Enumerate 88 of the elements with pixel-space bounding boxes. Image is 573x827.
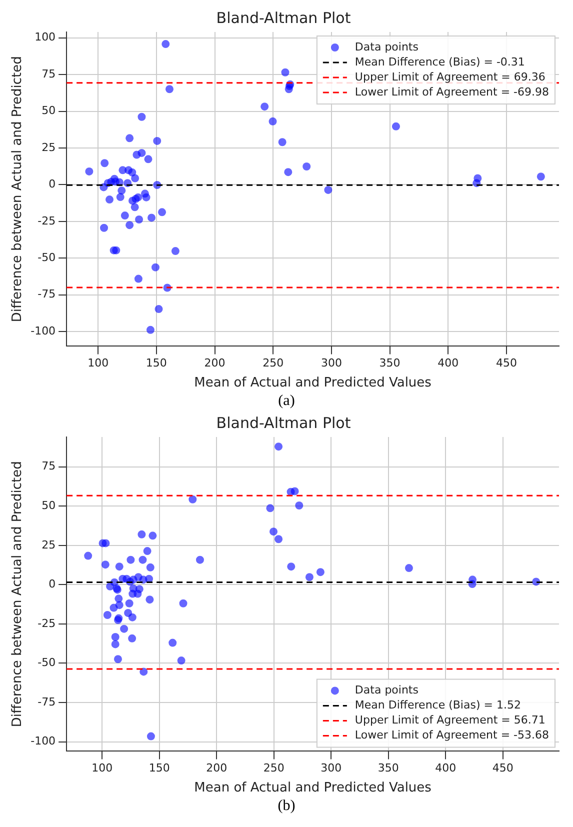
legend-label: Lower Limit of Agreement = -53.68 [354,728,550,742]
point [100,159,109,168]
point [324,186,332,194]
y-tick-label: 50 [42,104,56,118]
x-tick-label: 100 [88,356,109,370]
text: (b) [276,798,296,816]
point [128,196,136,205]
point [392,122,400,130]
point [126,134,134,142]
point [144,155,152,164]
point [165,85,174,94]
x-axis-title: Mean of Actual and Predicted Values [194,780,432,796]
point [268,117,277,126]
point [536,172,545,181]
y-tick-label: -50 [38,250,56,264]
point [85,167,94,176]
y-tick-label: -75 [38,695,56,708]
point [281,68,290,76]
x-tick-label: 250 [262,356,284,370]
x-tick-label: 200 [204,356,226,370]
point [154,305,163,314]
legend-label: Data points [354,40,419,54]
point [112,246,120,254]
chart-title: Bland-Altman Plot [216,414,351,432]
legend-label: Upper Limit of Agreement = 56.71 [354,714,546,727]
point [111,178,120,186]
x-tick-label: 450 [492,762,514,775]
point [153,136,162,145]
x-tick-label: 300 [320,762,342,775]
point [116,193,124,202]
chart-title: Bland-Altman Plot [216,8,351,27]
x-tick-label: 150 [146,356,167,370]
x-tick-label: 350 [378,762,399,775]
legend-label: Mean Difference (Bias) = 1.52 [354,698,521,712]
y-tick-label: 50 [42,498,56,512]
y-tick-label: -25 [38,616,56,630]
y-axis-title: Difference between Actual and Predicted [10,461,26,728]
point [148,214,156,222]
legend-label: Data points [354,684,419,697]
y-tick-label: 75 [42,67,56,80]
x-tick-label: 100 [92,762,113,775]
point [134,274,142,283]
point [158,208,166,216]
y-tick-label: -50 [38,656,56,670]
point [131,174,140,182]
point [128,168,136,176]
point [151,263,160,272]
y-tick-label: -100 [30,734,56,748]
point [130,203,139,212]
point [118,186,126,195]
point [138,112,146,121]
point [126,221,134,230]
point [171,247,180,256]
legend-label: Mean Difference (Bias) = -0.31 [354,55,525,68]
x-tick-label: 450 [496,356,517,370]
x-tick-label: 300 [320,356,342,370]
y-tick-label: 0 [48,578,56,591]
x-tick-label: 200 [206,762,228,775]
y-tick-label: 0 [48,178,56,191]
y-axis-title: Difference between Actual and Predicted [10,56,26,322]
point [138,148,146,157]
point [146,326,154,334]
legend-label: Lower Limit of Agreement = -69.98 [354,85,550,98]
y-tick-label: 25 [42,538,56,552]
y-tick-label: -75 [38,288,56,301]
y-tick-label: 100 [34,30,56,44]
x-tick-label: 150 [148,762,170,775]
x-tick-label: 400 [438,356,459,370]
y-tick-label: 75 [42,460,56,473]
point [100,224,108,232]
point [162,40,170,48]
x-tick-label: 350 [379,356,400,370]
point [284,168,292,176]
text: (a) [277,393,296,411]
y-tick-label: 25 [42,140,56,154]
point [142,193,150,202]
x-tick-label: 250 [263,762,284,775]
x-tick-label: 400 [435,762,456,775]
point [120,212,129,220]
y-tick-label: -100 [30,324,56,338]
y-tick-label: -25 [38,214,56,228]
point [260,102,269,111]
x-axis-title: Mean of Actual and Predicted Values [194,376,432,391]
point [106,196,114,204]
point [302,162,311,170]
point [278,138,286,146]
ref-line-label: Upper Limit of Agreement = 69.36 [354,70,546,84]
point [135,215,144,224]
